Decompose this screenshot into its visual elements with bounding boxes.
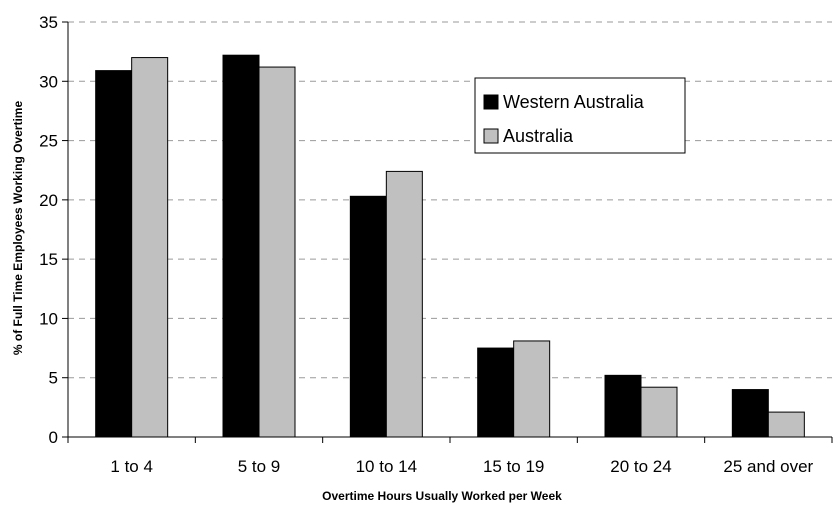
bar-western-australia (604, 374, 642, 438)
x-tick-labels: 1 to 4 5 to 9 10 to 14 15 to 19 20 to 24 25 a… (110, 457, 813, 476)
y-tick-label: 30 (39, 72, 58, 91)
x-tick-label: 1 to 4 (110, 457, 153, 476)
y-tick-label: 35 (39, 13, 58, 32)
legend-swatch-australia (483, 128, 499, 144)
legend-box (474, 77, 686, 154)
x-axis-title: Overtime Hours Usually Worked per Week (322, 489, 562, 503)
y-tick-label: 15 (39, 250, 58, 269)
legend-swatch-western-australia (483, 94, 499, 110)
bar-western-australia (95, 70, 133, 438)
x-tick-label: 25 and over (723, 457, 813, 476)
bar-australia (258, 66, 296, 438)
bar-australia (131, 57, 169, 438)
bar-australia (385, 170, 423, 438)
y-tick-label: 20 (39, 191, 58, 210)
x-tick-label: 15 to 19 (483, 457, 544, 476)
axes (62, 21, 833, 443)
y-tick-label: 5 (49, 369, 58, 388)
y-tick-label: 25 (39, 132, 58, 151)
bar-australia (513, 340, 551, 438)
legend-label-western-australia: Western Australia (503, 92, 645, 112)
bar-australia (640, 386, 678, 438)
bars (95, 54, 805, 438)
bar-western-australia (349, 195, 387, 438)
legend: Western Australia Australia (474, 77, 686, 154)
grid-lines (68, 21, 832, 379)
bar-australia (767, 411, 805, 438)
y-tick-label: 10 (39, 309, 58, 328)
y-axis-title: % of Full Time Employees Working Overtim… (11, 101, 25, 356)
x-tick-label: 5 to 9 (238, 457, 281, 476)
x-tick-label: 20 to 24 (610, 457, 671, 476)
x-tick-label: 10 to 14 (356, 457, 417, 476)
y-tick-labels: 0 5 10 15 20 25 30 35 (39, 13, 58, 447)
legend-label-australia: Australia (503, 126, 574, 146)
bar-western-australia (222, 54, 260, 438)
bar-western-australia (731, 389, 769, 438)
bar-western-australia (477, 347, 515, 438)
y-tick-label: 0 (49, 428, 58, 447)
